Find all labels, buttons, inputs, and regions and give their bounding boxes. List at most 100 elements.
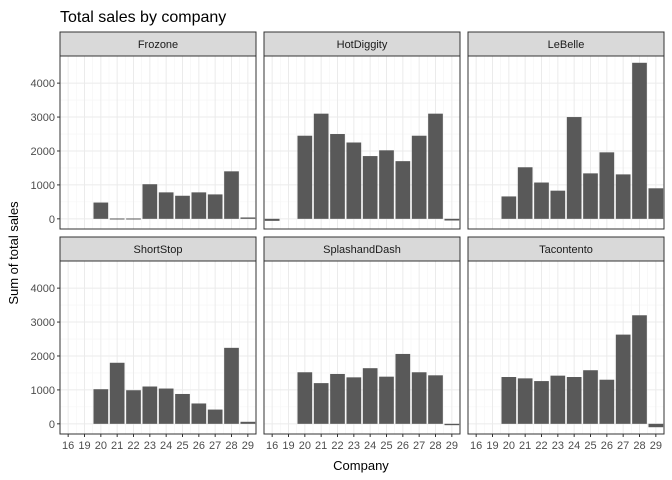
bar-frozone-20: [93, 202, 109, 219]
bar-hotdiggity-23: [346, 142, 362, 219]
bar-shortstop-27: [207, 409, 223, 424]
bar-splashanddash-20: [297, 372, 313, 424]
x-tick-label: 19: [78, 440, 90, 452]
bar-lebelle-21: [517, 167, 533, 219]
facet-strip-label: Tacontento: [539, 244, 593, 256]
facet-strip-label: Frozone: [138, 39, 178, 51]
bar-splashanddash-24: [362, 368, 378, 424]
bar-frozone-24: [158, 192, 174, 219]
x-tick-label: 26: [601, 440, 613, 452]
x-tick-label: 26: [397, 440, 409, 452]
bar-hotdiggity-28: [428, 113, 443, 219]
x-tick-label: 21: [519, 440, 531, 452]
bar-frozone-28: [224, 171, 239, 219]
x-tick-label: 22: [331, 440, 343, 452]
facet-shortstop: ShortStop 0 1000 2000 3000 4000 16 19 20 21 22 23 24…: [31, 236, 257, 452]
x-tick-label: 28: [633, 440, 645, 452]
facet-hotdiggity: HotDiggity: [263, 31, 461, 230]
facet-strip: [467, 236, 665, 262]
x-tick-label: 16: [266, 440, 278, 452]
x-tick-label: 21: [111, 440, 123, 452]
bar-tacontento-22: [534, 381, 549, 424]
bar-hotdiggity-24: [362, 156, 378, 219]
bar-hotdiggity-20: [297, 135, 313, 219]
bar-lebelle-20: [501, 196, 517, 219]
x-tick-label: 29: [446, 440, 458, 452]
facet-strip-label: LeBelle: [548, 39, 585, 51]
bar-shortstop-22: [126, 390, 141, 424]
bar-tacontento-29: [648, 423, 664, 428]
x-tick-label: 22: [535, 440, 547, 452]
y-tick-label: 0: [49, 214, 55, 226]
y-tick-label: 3000: [31, 317, 55, 329]
x-tick-label: 27: [209, 440, 221, 452]
bar-lebelle-27: [615, 174, 631, 219]
facet-tacontento: Tacontento 16 19 20 21 22 23 24 25 26 27 28 29: [467, 236, 665, 452]
y-tick-label: 2000: [31, 351, 55, 363]
x-tick-label: 29: [242, 440, 254, 452]
x-tick-label: 29: [650, 440, 662, 452]
y-tick-label: 3000: [31, 112, 55, 124]
facet-frozone: Frozone 0 1000 2000 3000 4000: [31, 31, 257, 230]
facet-strip-label: ShortStop: [134, 244, 183, 256]
bar-frozone-29: [240, 217, 256, 219]
x-tick-label: 25: [380, 440, 392, 452]
y-tick-label: 1000: [31, 180, 55, 192]
bar-tacontento-27: [615, 334, 631, 424]
bar-shortstop-25: [175, 393, 190, 424]
panel-border: [263, 55, 461, 230]
bar-shortstop-29: [240, 421, 256, 424]
bar-frozone-25: [175, 195, 190, 219]
bar-hotdiggity-21: [313, 113, 329, 219]
bar-tacontento-21: [517, 378, 533, 424]
bar-frozone-22: [126, 218, 141, 220]
facet-panels: Frozone 0 1000 2000 3000 4000 HotDiggity LeBell…: [31, 31, 665, 452]
panel-border: [467, 55, 665, 230]
x-tick-label: 27: [617, 440, 629, 452]
bar-lebelle-22: [534, 182, 549, 219]
panel-border: [59, 55, 257, 230]
bar-tacontento-24: [566, 377, 582, 424]
x-tick-label: 20: [503, 440, 515, 452]
panel-border: [263, 260, 461, 435]
y-tick-label: 1000: [31, 385, 55, 397]
bar-frozone-23: [142, 184, 158, 219]
y-tick-label: 2000: [31, 146, 55, 158]
bar-splashanddash-23: [346, 377, 362, 424]
panel-border: [467, 260, 665, 435]
facet-strip: [59, 236, 257, 262]
x-axis-title: Company: [333, 458, 389, 473]
x-tick-label: 28: [429, 440, 441, 452]
x-tick-label: 22: [127, 440, 139, 452]
bar-tacontento-25: [583, 370, 598, 424]
x-tick-label: 25: [584, 440, 596, 452]
bar-lebelle-26: [599, 152, 615, 219]
bar-tacontento-23: [550, 375, 566, 424]
bar-lebelle-23: [550, 190, 566, 219]
x-tick-label: 23: [348, 440, 360, 452]
bar-tacontento-20: [501, 377, 517, 424]
y-tick-label: 4000: [31, 78, 55, 90]
x-tick-label: 28: [225, 440, 237, 452]
x-tick-label: 16: [62, 440, 74, 452]
bar-shortstop-23: [142, 386, 158, 424]
bar-lebelle-28: [632, 62, 647, 219]
x-tick-label: 24: [568, 440, 580, 452]
facet-strip: [263, 236, 461, 262]
bar-lebelle-29: [648, 188, 664, 219]
bar-hotdiggity-25: [379, 150, 394, 219]
y-axis-title: Sum of total sales: [6, 201, 21, 305]
y-tick-label: 0: [49, 419, 55, 431]
bar-shortstop-21: [109, 362, 125, 424]
x-tick-label: 20: [95, 440, 107, 452]
x-tick-label: 23: [144, 440, 156, 452]
bar-splashanddash-28: [428, 375, 443, 424]
bar-shortstop-20: [93, 389, 109, 424]
x-tick-label: 19: [282, 440, 294, 452]
x-tick-label: 26: [193, 440, 205, 452]
bar-splashanddash-22: [330, 373, 345, 424]
bar-lebelle-25: [583, 173, 598, 219]
x-tick-label: 24: [160, 440, 172, 452]
bar-hotdiggity-16: [264, 218, 280, 221]
